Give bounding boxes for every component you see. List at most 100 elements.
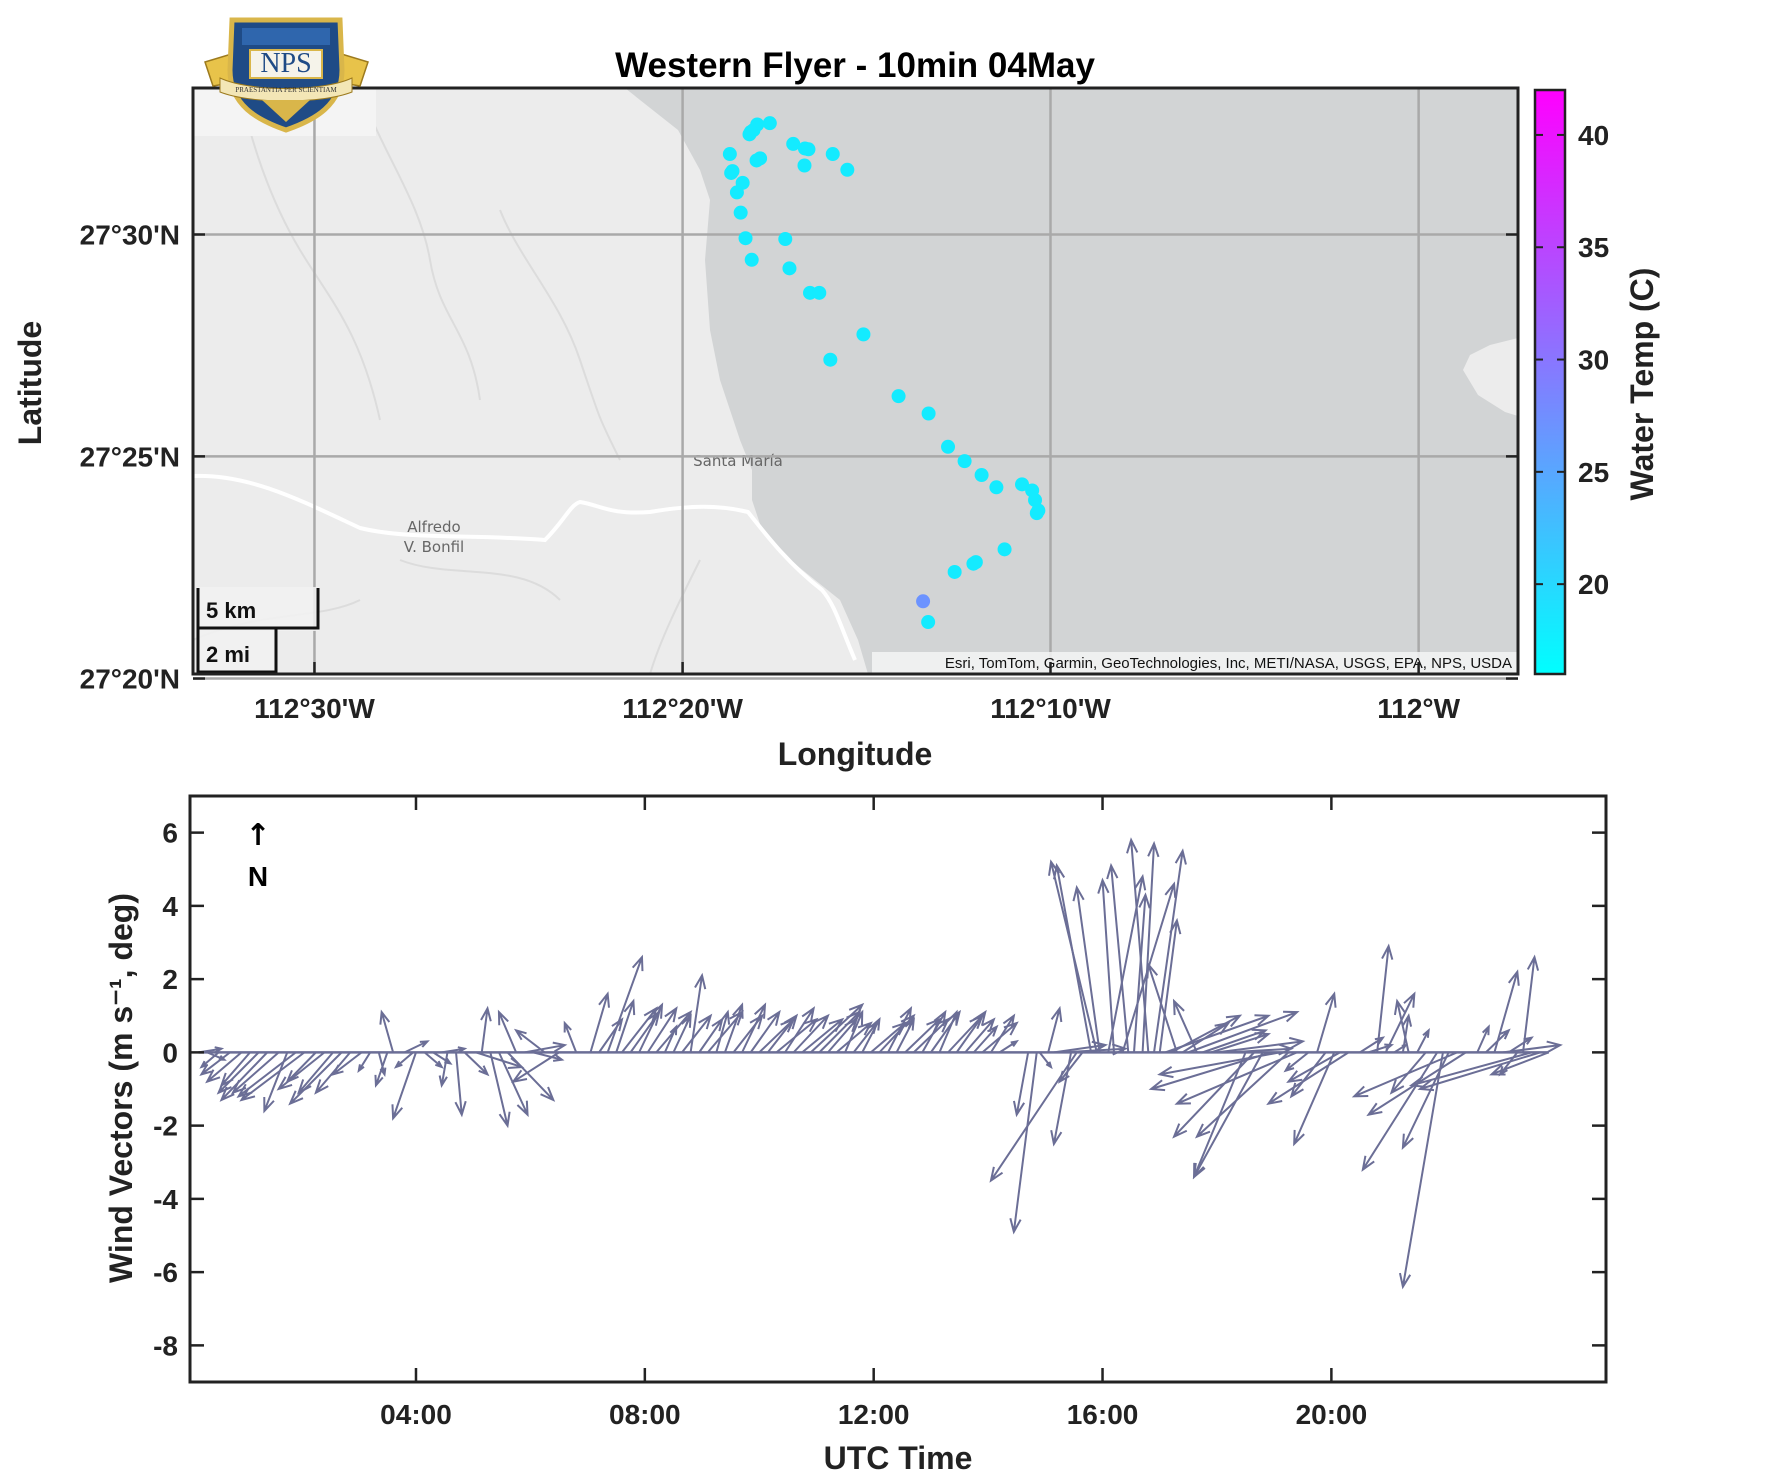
wind-vector [1361,1051,1439,1172]
temperature-point [1015,477,1030,492]
wind-vector [497,1009,518,1053]
wind-vector [441,1046,468,1054]
wind-vector [1293,1051,1336,1147]
wind-vector [506,1051,556,1102]
wind-vector [1133,892,1151,1053]
map-x-tick-label: 112°10'W [990,693,1111,724]
wind-vector [276,1051,326,1091]
wind-vector [480,1005,492,1053]
temperature-point [921,406,936,421]
wind-vector [288,1051,343,1106]
map-y-tick-label: 27°20'N [80,664,180,695]
wind-vector [524,1041,568,1054]
wind-vector [1050,1052,1073,1147]
temperature-point [891,389,906,404]
map-label-bonfil: V. Bonfil [404,538,464,556]
wind-vector [681,1013,713,1053]
map-x-tick-label: 112°20'W [622,693,743,724]
temperature-point [725,164,740,179]
wind-vector [1097,877,1115,1053]
wind-vector [1476,1024,1490,1053]
wind-vector [563,1020,578,1053]
wind-vector [792,1013,830,1054]
wind-xlabel: UTC Time [824,1440,973,1476]
wind-vector [463,1051,490,1077]
wind-vector [199,1051,231,1076]
colorbar-label: Water Temp (C) [1624,268,1660,501]
map-panel: Santa María Alfredo V. Bonfil 5 km 2 mi … [12,17,1660,772]
wind-vector [1522,954,1540,1053]
wind-vector [1286,1051,1341,1084]
wind-vector [1188,1010,1300,1054]
temperature-points [722,116,1046,630]
wind-vector [498,1051,529,1118]
wind-vector [715,1009,731,1053]
temperature-point [974,468,989,483]
wind-vector [990,1013,1016,1053]
logo-motto: PRAESTANTIA PER SCIENTIAM [235,86,337,94]
wind-vector [1038,1051,1053,1070]
wind-vector [296,1051,334,1095]
wind-vector [1266,1051,1350,1106]
map-label-santa-maria: Santa María [693,452,783,470]
wind-vector [239,1051,306,1102]
wind-vector [1157,1051,1281,1079]
wind-vector [1057,1051,1084,1084]
wind-vectors [198,837,1563,1290]
map-ticks: 112°30'W 112°20'W 112°10'W 112°W 27°20'N 27°2… [80,220,1518,724]
wind-vector [646,1006,678,1053]
wind-vector [749,1009,781,1053]
scale-bar: 5 km 2 mi [196,587,320,674]
wind-vector [216,1051,260,1095]
wind-y-tick-label: -6 [153,1257,178,1288]
map-title: Western Flyer - 10min 04May [615,46,1095,85]
temperature-point [744,252,759,267]
wind-vector [1316,991,1337,1053]
temperature-point [989,480,1004,495]
wind-x-tick-label: 20:00 [1296,1399,1368,1430]
wind-x-tick-label: 16:00 [1067,1399,1139,1430]
wind-vector [438,1052,449,1088]
wind-vector [672,1013,692,1053]
wind-vector [973,1024,999,1054]
wind-vector [1047,1005,1063,1053]
wind-vector [870,1021,908,1054]
temperature-point [825,147,840,162]
temperature-point [941,439,956,454]
map-x-tick-label: 112°W [1377,693,1460,724]
map-y-tick-label: 27°25'N [80,441,180,472]
wind-vector [489,1052,511,1129]
colorbar: 20 25 30 35 40 Water Temp (C) [1533,88,1660,676]
colorbar-tick-label: 40 [1578,120,1609,151]
wind-vector [1072,884,1101,1053]
temperature-point [840,162,855,177]
wind-vector [1062,1043,1129,1056]
wind-vector [1192,1051,1264,1180]
wind-vector [767,1013,799,1053]
wind-vector [1408,1051,1532,1088]
wind-vector [1508,1036,1534,1054]
wind-vector [1158,917,1182,1053]
wind-vector [1170,1014,1243,1054]
map-label-alfredo: Alfredo [407,518,460,536]
temperature-point [782,261,797,276]
wind-vector [638,1002,664,1053]
map-x-tick-label: 112°30'W [254,693,375,724]
temperature-point [722,147,737,162]
wind-vector [374,1052,389,1088]
wind-y-tick-label: 0 [162,1037,178,1068]
wind-vector [1289,1051,1327,1099]
wind-vector [999,1039,1019,1054]
wind-vector [741,1002,767,1053]
wind-vector [955,1009,987,1053]
temperature-point [947,564,962,579]
temperature-point [966,556,981,571]
temperature-point [856,327,871,342]
wind-vector [827,1017,859,1054]
wind-x-tick-label: 12:00 [838,1399,910,1430]
map-xlabel: Longitude [778,736,933,772]
wind-axes-frame [188,794,1608,1384]
map-y-tick-label: 27°30'N [80,220,180,251]
wind-vector [357,1051,372,1073]
colorbar-tick-label: 30 [1578,345,1609,376]
